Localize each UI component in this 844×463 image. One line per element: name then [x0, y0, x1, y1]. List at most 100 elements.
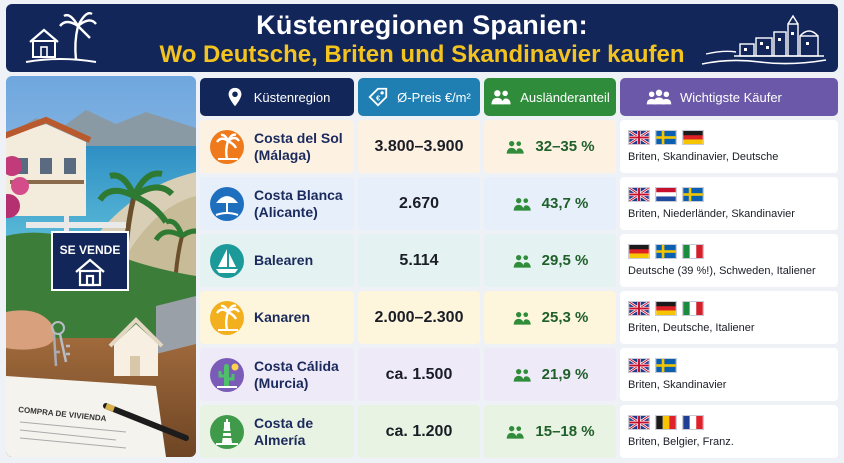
palm-tree-icon	[210, 300, 244, 335]
region-name-line2: (Málaga)	[254, 146, 311, 163]
cell-price: 5.114	[358, 234, 480, 287]
cell-buyers: Deutsche (39 %!), Schweden, Italiener	[620, 234, 838, 287]
region-name-line1: Costa Cálida	[254, 357, 339, 374]
table-row: Kanaren 2.000–2.300 25,3 % Briten, Deutsche…	[200, 291, 838, 344]
price-tag-icon: €	[368, 87, 388, 107]
cell-region: Costa del Sol (Málaga)	[200, 120, 354, 173]
cell-region: Balearen	[200, 234, 354, 287]
cell-region: Costa de Almería	[200, 405, 354, 458]
page-subtitle: Wo Deutsche, Briten und Skandinavier kau…	[159, 41, 685, 68]
share-value: 21,9 %	[541, 366, 589, 383]
flag-list	[628, 187, 704, 202]
belgium-flag-icon	[655, 415, 677, 430]
italy-flag-icon	[682, 244, 704, 259]
location-pin-icon	[228, 87, 242, 107]
people-icon	[507, 140, 525, 154]
table-row: Costa del Sol (Málaga) 3.800–3.900 32–35 % B…	[200, 120, 838, 173]
uk-flag-icon	[628, 301, 650, 316]
cactus-sun-icon	[210, 357, 244, 392]
cell-share: 15–18 %	[484, 405, 616, 458]
france-flag-icon	[682, 415, 704, 430]
column-header-region: Küstenregion	[200, 78, 354, 116]
svg-text:€: €	[376, 94, 380, 103]
regions-table: Küstenregion € Ø-Preis €/m² Ausländerant…	[200, 78, 838, 458]
cell-share: 43,7 %	[484, 177, 616, 230]
people-icon	[507, 425, 525, 439]
lighthouse-icon	[210, 414, 244, 449]
buyers-text: Deutsche (39 %!), Schweden, Italiener	[628, 265, 816, 277]
table-row: Balearen 5.114 29,5 % Deutsche (39 %!), Sch…	[200, 234, 838, 287]
buyers-text: Briten, Belgier, Franz.	[628, 436, 734, 448]
sailboat-icon	[210, 243, 244, 278]
coastal-town-icon	[701, 14, 827, 65]
cell-price: ca. 1.200	[358, 405, 480, 458]
sweden-flag-icon	[655, 130, 677, 145]
sweden-flag-icon	[655, 244, 677, 259]
uk-flag-icon	[628, 415, 650, 430]
uk-flag-icon	[628, 358, 650, 373]
beach-umbrella-icon	[210, 186, 244, 221]
title-banner: Küstenregionen Spanien: Wo Deutsche, Bri…	[6, 4, 838, 72]
people-icon	[513, 368, 531, 382]
share-value: 32–35 %	[535, 138, 595, 155]
cell-buyers: Briten, Skandinavier, Deutsche	[620, 120, 838, 173]
beach-house-palm-icon	[25, 12, 97, 63]
germany-flag-icon	[682, 130, 704, 145]
uk-flag-icon	[628, 130, 650, 145]
region-name-line1: Costa del Sol	[254, 129, 343, 146]
share-value: 25,3 %	[541, 309, 589, 326]
cell-price: 2.000–2.300	[358, 291, 480, 344]
region-name: Balearen	[254, 252, 313, 269]
cell-share: 25,3 %	[484, 291, 616, 344]
uk-flag-icon	[628, 187, 650, 202]
flag-list	[628, 415, 704, 430]
column-header-share-label: Ausländeranteil	[520, 89, 610, 105]
cell-region: Costa Cálida (Murcia)	[200, 348, 354, 401]
cell-buyers: Briten, Deutsche, Italiener	[620, 291, 838, 344]
flag-list	[628, 244, 704, 259]
buyers-text: Briten, Skandinavier	[628, 379, 727, 391]
sweden-flag-icon	[682, 187, 704, 202]
column-header-region-label: Küstenregion	[253, 89, 331, 105]
table-row: Costa Cálida (Murcia) ca. 1.500 21,9 % Brite…	[200, 348, 838, 401]
cell-buyers: Briten, Belgier, Franz.	[620, 405, 838, 458]
buyers-text: Briten, Niederländer, Skandinavier	[628, 208, 795, 220]
sweden-flag-icon	[655, 358, 677, 373]
region-name-line2: (Alicante)	[254, 203, 318, 220]
column-header-share: Ausländeranteil	[484, 78, 616, 116]
region-name: Costa Cálida (Murcia)	[254, 358, 339, 392]
cell-share: 21,9 %	[484, 348, 616, 401]
flag-list	[628, 301, 704, 316]
column-header-buyers-label: Wichtigste Käufer	[680, 89, 782, 105]
people-group-icon	[491, 90, 511, 105]
column-header-price: € Ø-Preis €/m²	[358, 78, 480, 116]
region-name-line1: Balearen	[254, 252, 314, 268]
region-name: Kanaren	[254, 309, 310, 326]
cell-share: 32–35 %	[484, 120, 616, 173]
italy-flag-icon	[682, 301, 704, 316]
cell-region: Costa Blanca (Alicante)	[200, 177, 354, 230]
users-group-icon	[646, 89, 672, 105]
palm-tree-icon	[210, 129, 244, 164]
cell-buyers: Briten, Niederländer, Skandinavier	[620, 177, 838, 230]
share-value: 15–18 %	[535, 423, 595, 440]
cell-region: Kanaren	[200, 291, 354, 344]
cell-price: 2.670	[358, 177, 480, 230]
flag-list	[628, 130, 704, 145]
people-icon	[513, 311, 531, 325]
table-row: Costa de Almería ca. 1.200 15–18 % Briten, …	[200, 405, 838, 458]
germany-flag-icon	[655, 301, 677, 316]
flag-list	[628, 358, 677, 373]
share-value: 43,7 %	[541, 195, 589, 212]
column-header-buyers: Wichtigste Käufer	[620, 78, 838, 116]
house-icon	[75, 258, 105, 287]
netherlands-flag-icon	[655, 187, 677, 202]
region-name-line2: (Murcia)	[254, 374, 309, 391]
region-name: Costa Blanca (Alicante)	[254, 187, 343, 221]
column-header-price-label: Ø-Preis €/m²	[397, 89, 471, 105]
for-sale-sign-text: SE VENDE	[60, 243, 121, 257]
germany-flag-icon	[628, 244, 650, 259]
page-title: Küstenregionen Spanien:	[256, 10, 588, 40]
buyers-text: Briten, Skandinavier, Deutsche	[628, 151, 779, 163]
people-icon	[513, 254, 531, 268]
